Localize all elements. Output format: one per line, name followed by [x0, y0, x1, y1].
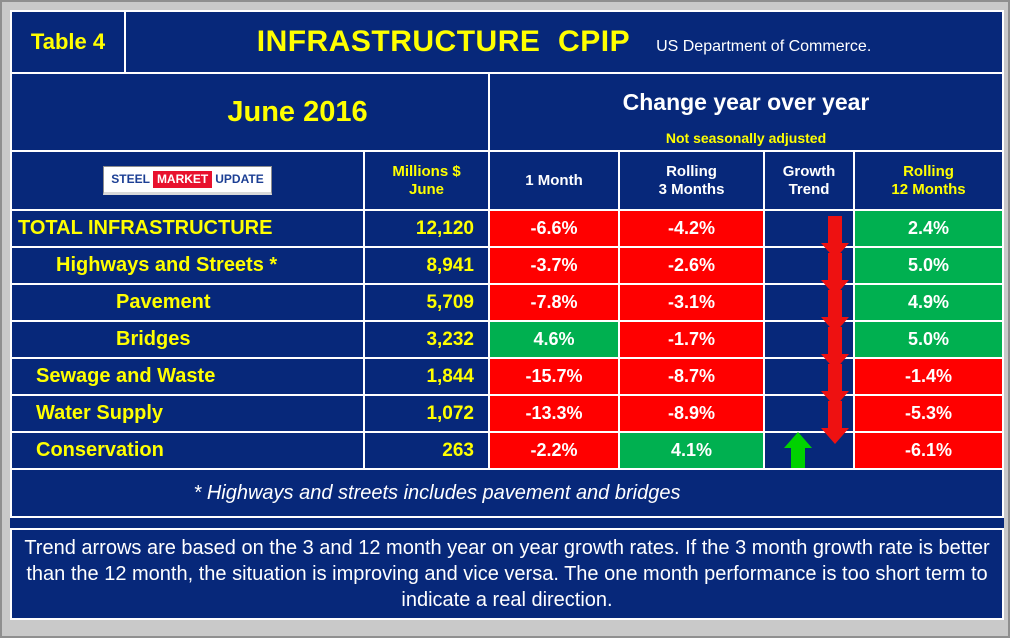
- millions-value: 263: [365, 433, 488, 468]
- title-bar: Table 4 INFRASTRUCTURE CPIP US Departmen…: [12, 12, 1002, 72]
- growth-trend-cell: [765, 211, 853, 259]
- col-header-1-month: 1 Month: [490, 152, 618, 209]
- title-area: INFRASTRUCTURE CPIP US Department of Com…: [126, 25, 1002, 59]
- logo-cell: STEEL MARKET UPDATE: [12, 152, 363, 209]
- rolling-12-value: -1.4%: [855, 359, 1002, 394]
- growth-trend-cell: [765, 396, 853, 444]
- rolling-3-value: 4.1%: [620, 433, 763, 468]
- growth-trend-cell: [765, 285, 853, 333]
- millions-value: 8,941: [365, 248, 488, 283]
- col-header-line: Trend: [788, 180, 830, 198]
- growth-trend-cell: [765, 359, 853, 407]
- col-header-line: 1 Month: [525, 171, 583, 189]
- rolling-3-value: -1.7%: [620, 322, 763, 357]
- col-header-line: June: [408, 180, 444, 198]
- one-month-value: 4.6%: [490, 322, 618, 357]
- logo-update: UPDATE: [215, 172, 264, 187]
- row-label-conservation: Conservation: [12, 433, 363, 468]
- row-label-total-infrastructure: TOTAL INFRASTRUCTURE: [12, 211, 363, 246]
- change-header: Change year over year Not seasonally adj…: [490, 74, 1002, 150]
- period-label: June 2016: [12, 74, 488, 150]
- millions-value: 3,232: [365, 322, 488, 357]
- logo-steel: STEEL: [111, 172, 150, 187]
- one-month-value: -3.7%: [490, 248, 618, 283]
- col-header-line: Rolling: [903, 162, 954, 180]
- col-header-growth-trend: Growth Trend: [765, 152, 853, 209]
- trend-explanation: Trend arrows are based on the 3 and 12 m…: [10, 528, 1004, 620]
- one-month-value: -6.6%: [490, 211, 618, 246]
- row-label-pavement: Pavement: [12, 285, 363, 320]
- rolling-3-value: -8.9%: [620, 396, 763, 431]
- change-yoy-title: Change year over year: [622, 88, 870, 115]
- col-header-rolling-12-months: Rolling 12 Months: [855, 152, 1002, 209]
- rolling-3-value: -8.7%: [620, 359, 763, 394]
- rolling-12-value: -5.3%: [855, 396, 1002, 431]
- steel-market-update-logo: STEEL MARKET UPDATE: [103, 166, 272, 195]
- col-header-rolling-3-months: Rolling 3 Months: [620, 152, 763, 209]
- one-month-value: -13.3%: [490, 396, 618, 431]
- trend-down-arrow-icon: [821, 216, 850, 259]
- seasonal-adjustment-note: Not seasonally adjusted: [665, 130, 827, 146]
- row-label-highways-and-streets: Highways and Streets *: [12, 248, 363, 283]
- one-month-value: -7.8%: [490, 285, 618, 320]
- one-month-value: -15.7%: [490, 359, 618, 394]
- col-header-line: Rolling: [666, 162, 717, 180]
- row-label-sewage-and-waste: Sewage and Waste: [12, 359, 363, 394]
- rolling-3-value: -4.2%: [620, 211, 763, 246]
- row-label-water-supply: Water Supply: [12, 396, 363, 431]
- data-source-label: US Department of Commerce.: [656, 38, 872, 55]
- table-number-label: Table 4: [12, 12, 126, 72]
- col-header-millions: Millions $ June: [365, 152, 488, 209]
- rolling-12-value: -6.1%: [855, 433, 1002, 468]
- logo-market: MARKET: [152, 171, 213, 188]
- trend-down-arrow-icon: [821, 401, 850, 444]
- millions-value: 12,120: [365, 211, 488, 246]
- rolling-12-value: 5.0%: [855, 322, 1002, 357]
- col-header-line: 3 Months: [658, 180, 725, 198]
- rolling-3-value: -3.1%: [620, 285, 763, 320]
- page-title: INFRASTRUCTURE CPIP: [256, 25, 631, 58]
- growth-trend-cell: [765, 248, 853, 296]
- millions-value: 1,844: [365, 359, 488, 394]
- col-header-line: Growth: [782, 162, 836, 180]
- millions-value: 5,709: [365, 285, 488, 320]
- rolling-12-value: 5.0%: [855, 248, 1002, 283]
- growth-trend-cell: [765, 322, 853, 370]
- col-header-line: Millions $: [392, 162, 461, 180]
- one-month-value: -2.2%: [490, 433, 618, 468]
- rolling-12-value: 2.4%: [855, 211, 1002, 246]
- millions-value: 1,072: [365, 396, 488, 431]
- panel-gap: [10, 518, 1004, 528]
- col-header-line: 12 Months: [891, 180, 966, 198]
- rolling-12-value: 4.9%: [855, 285, 1002, 320]
- rolling-3-value: -2.6%: [620, 248, 763, 283]
- row-label-bridges: Bridges: [12, 322, 363, 357]
- trend-up-arrow-icon: [784, 432, 813, 469]
- footnote: * Highways and streets includes pavement…: [12, 470, 1002, 516]
- infrastructure-cpip-table: Table 4 INFRASTRUCTURE CPIP US Departmen…: [10, 10, 1004, 518]
